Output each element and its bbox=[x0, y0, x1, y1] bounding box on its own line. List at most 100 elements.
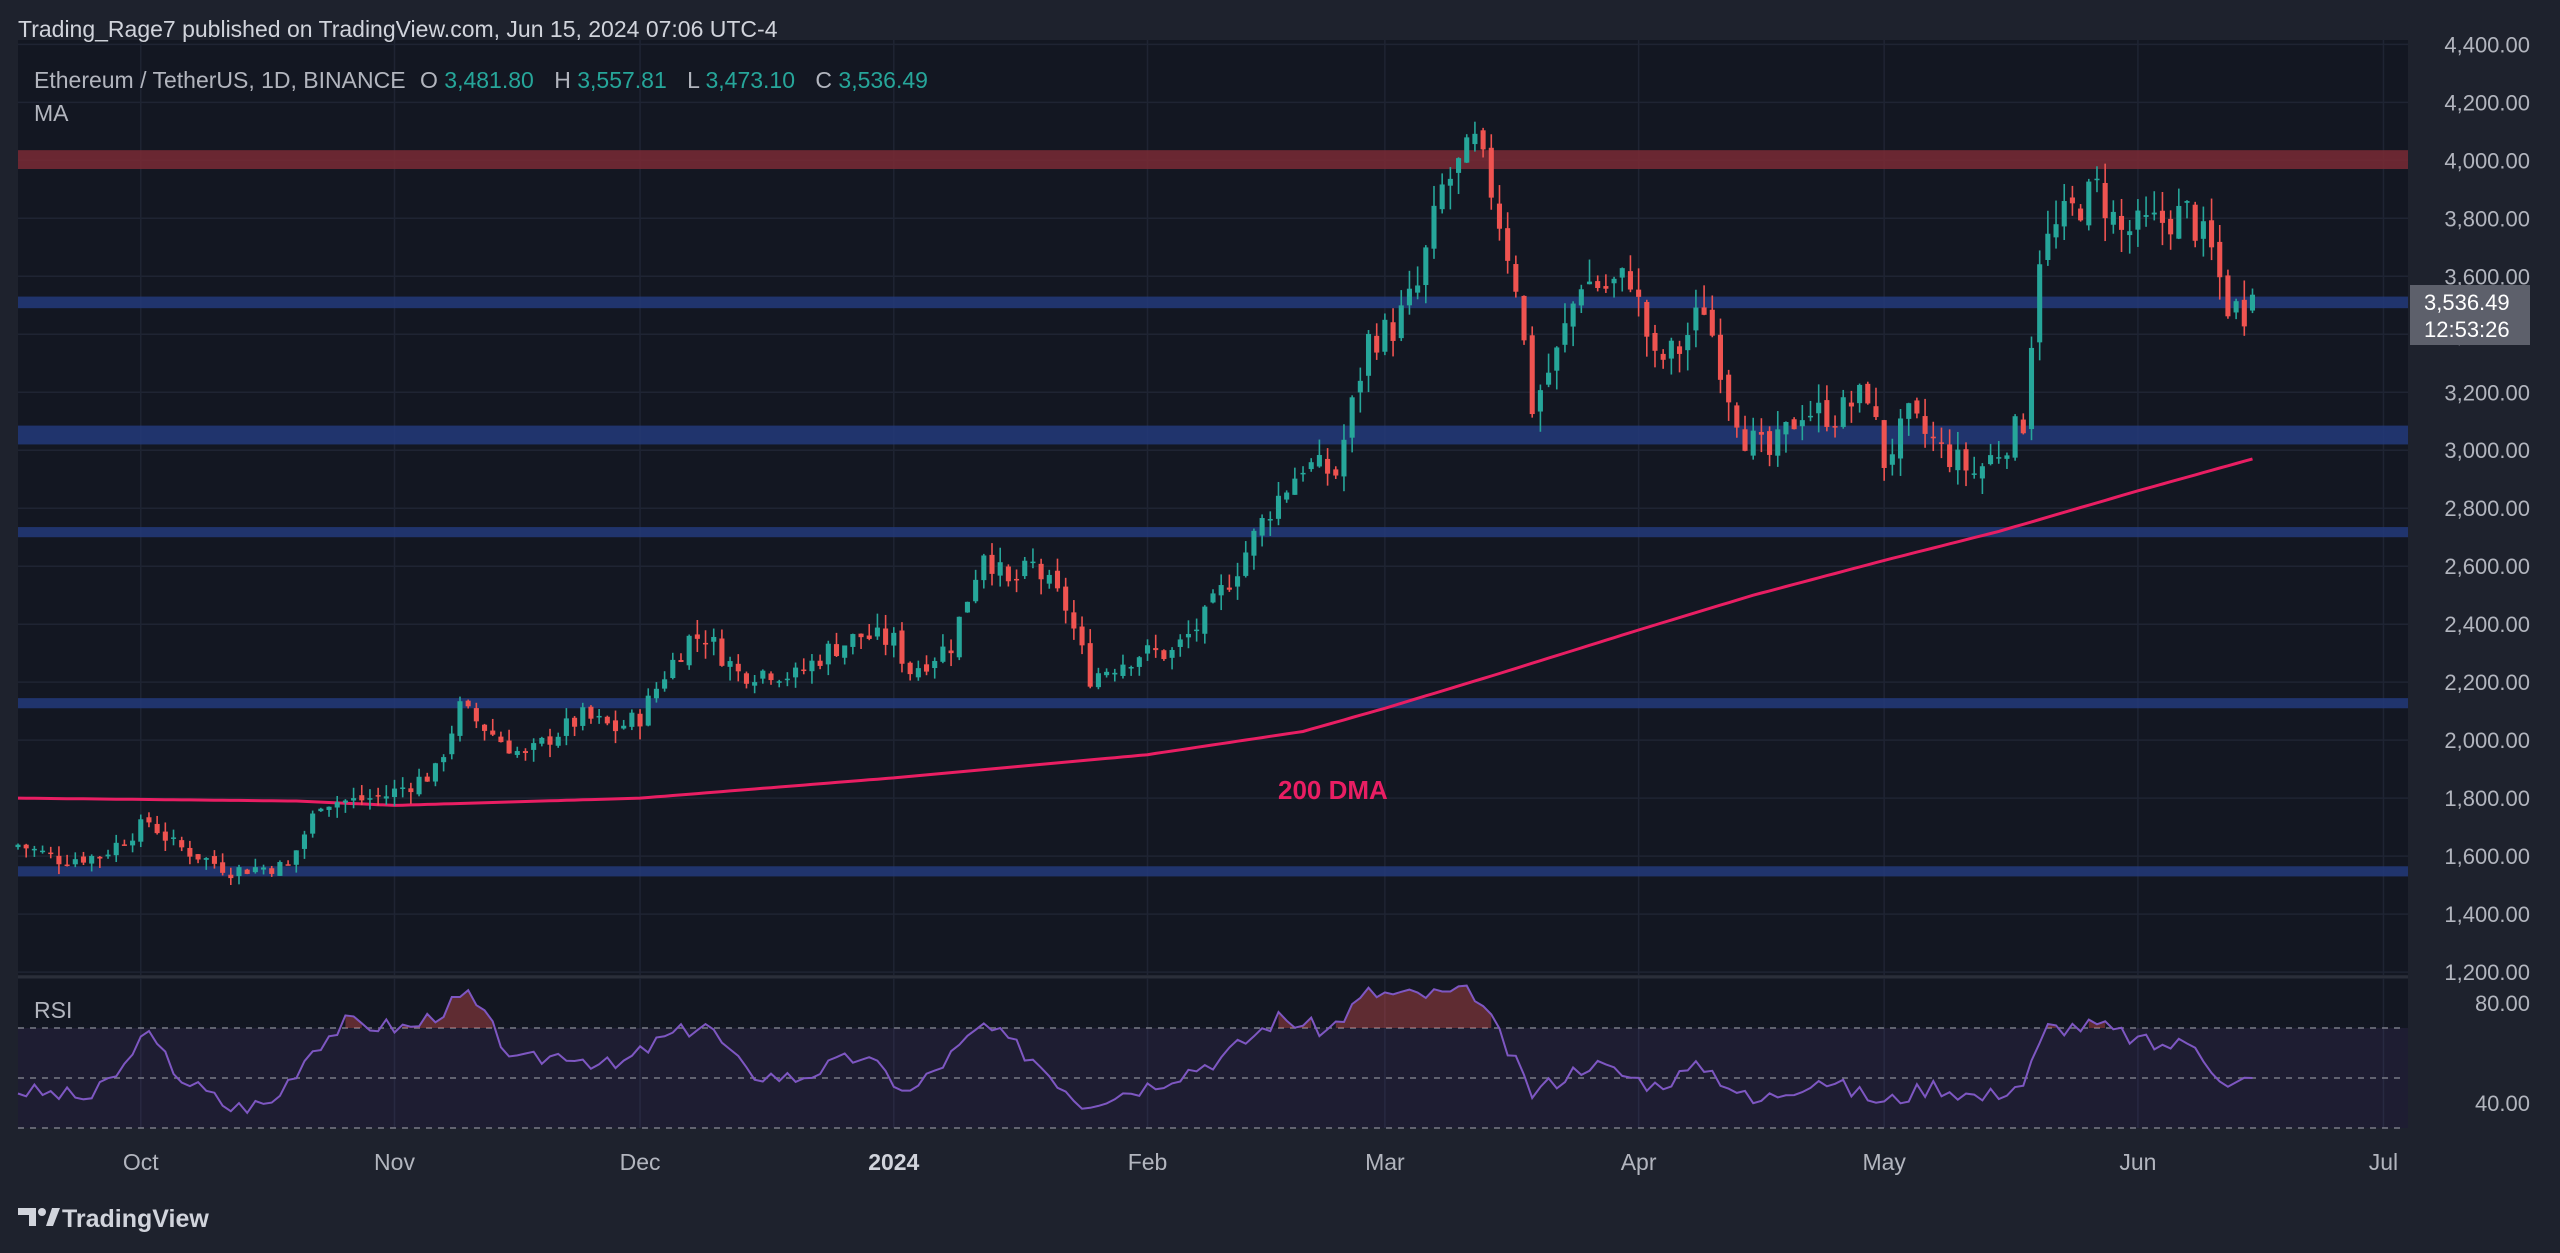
candle bbox=[2028, 336, 2035, 441]
candle bbox=[490, 718, 496, 737]
candle-body bbox=[563, 718, 569, 736]
price-axis[interactable]: 1,200.00 1,400.00 1,600.00 1,800.00 2,000.00… bbox=[2444, 32, 2530, 1116]
candle-body bbox=[580, 707, 586, 726]
support-zone bbox=[18, 527, 2408, 538]
price-tick-label: 1,600.00 bbox=[2444, 844, 2530, 869]
candle-body bbox=[1488, 147, 1494, 198]
candle-body bbox=[662, 679, 668, 689]
candle bbox=[1456, 157, 1462, 195]
candle-body bbox=[342, 800, 348, 803]
rsi-pane[interactable] bbox=[18, 978, 2408, 1128]
candle-body bbox=[285, 864, 291, 866]
candle bbox=[15, 843, 21, 850]
candle-body bbox=[1014, 578, 1020, 581]
candle-body bbox=[629, 712, 635, 727]
candle-body bbox=[1709, 309, 1715, 336]
candle-body bbox=[2012, 416, 2018, 458]
candle bbox=[285, 860, 291, 866]
candle-body bbox=[211, 856, 217, 864]
candle-body bbox=[1071, 612, 1077, 629]
ma-indicator-label[interactable]: MA bbox=[34, 100, 69, 126]
candle-body bbox=[48, 852, 54, 855]
candle-body bbox=[760, 670, 766, 679]
candle bbox=[1447, 167, 1453, 210]
candle bbox=[1775, 411, 1781, 467]
candle-body bbox=[907, 662, 913, 675]
tradingview-logo[interactable]: TradingView bbox=[18, 1205, 209, 1233]
candle-body bbox=[1480, 130, 1486, 150]
candle-body bbox=[1988, 455, 1994, 465]
candle-body bbox=[473, 708, 479, 722]
candle-body bbox=[1701, 307, 1707, 315]
candle-body bbox=[2061, 201, 2067, 227]
candle-body bbox=[1513, 264, 1519, 292]
candle-body bbox=[2127, 231, 2133, 236]
candle bbox=[1333, 466, 1339, 479]
candle-body bbox=[2200, 221, 2206, 239]
candle bbox=[162, 822, 168, 851]
candle-body bbox=[1791, 419, 1797, 430]
candle bbox=[2151, 191, 2157, 221]
candle-body bbox=[375, 795, 381, 797]
candle bbox=[146, 812, 152, 828]
candle bbox=[514, 746, 520, 758]
candle bbox=[1996, 441, 2002, 464]
candle bbox=[1030, 548, 1036, 569]
candle bbox=[130, 833, 136, 853]
candle-body bbox=[220, 862, 226, 873]
candle bbox=[752, 675, 758, 694]
candle bbox=[1988, 443, 1994, 466]
candle-body bbox=[1873, 406, 1879, 418]
candle bbox=[31, 845, 37, 857]
candle-body bbox=[719, 638, 725, 666]
candle-body bbox=[776, 681, 782, 683]
candle bbox=[653, 682, 659, 703]
time-axis[interactable]: Oct Nov Dec 2024 Feb Mar Apr May Jun Jul bbox=[123, 1149, 2398, 1175]
candle bbox=[1480, 127, 1486, 158]
candle-body bbox=[1636, 289, 1642, 297]
candle-body bbox=[1865, 383, 1871, 404]
candle bbox=[1226, 574, 1232, 592]
candle-body bbox=[359, 795, 365, 801]
price-tick-label: 2,400.00 bbox=[2444, 612, 2530, 637]
candle bbox=[2200, 206, 2206, 257]
candle bbox=[1636, 268, 1642, 317]
candle bbox=[1832, 415, 1838, 438]
candle-body bbox=[1087, 643, 1093, 687]
last-price-badge-bg bbox=[2410, 285, 2530, 345]
candle bbox=[1153, 634, 1159, 658]
candle-body bbox=[1104, 671, 1110, 676]
candle bbox=[195, 854, 201, 864]
candle-body bbox=[383, 796, 389, 799]
candle-body bbox=[1611, 278, 1617, 284]
candle bbox=[923, 655, 930, 676]
candle bbox=[1054, 558, 1061, 592]
candle bbox=[465, 699, 471, 709]
candle bbox=[1685, 322, 1691, 371]
candle-body bbox=[2151, 212, 2157, 215]
candle bbox=[64, 854, 70, 867]
candle-body bbox=[1390, 322, 1396, 341]
rsi-label[interactable]: RSI bbox=[34, 997, 72, 1023]
candle bbox=[1423, 245, 1429, 304]
candle-body bbox=[1693, 307, 1699, 331]
price-tick-label: 3,000.00 bbox=[2444, 438, 2530, 463]
candle bbox=[1243, 541, 1249, 578]
support-zone bbox=[18, 425, 2408, 445]
ma-200-line bbox=[17, 457, 2253, 807]
candle bbox=[547, 728, 553, 758]
candle bbox=[2094, 166, 2100, 193]
candle-body bbox=[1840, 397, 1846, 428]
candle bbox=[1292, 467, 1298, 495]
candle bbox=[997, 547, 1003, 587]
candle bbox=[1595, 275, 1601, 292]
candle bbox=[1824, 385, 1830, 432]
candle bbox=[1963, 442, 1969, 487]
candle-body bbox=[964, 601, 970, 613]
candle-body bbox=[1685, 335, 1691, 351]
symbol-title[interactable]: Ethereum / TetherUS, 1D, BINANCE bbox=[34, 67, 406, 93]
candle-body bbox=[89, 855, 95, 864]
open-label: O bbox=[420, 67, 438, 93]
candle bbox=[2168, 210, 2174, 250]
candle bbox=[1693, 289, 1699, 348]
